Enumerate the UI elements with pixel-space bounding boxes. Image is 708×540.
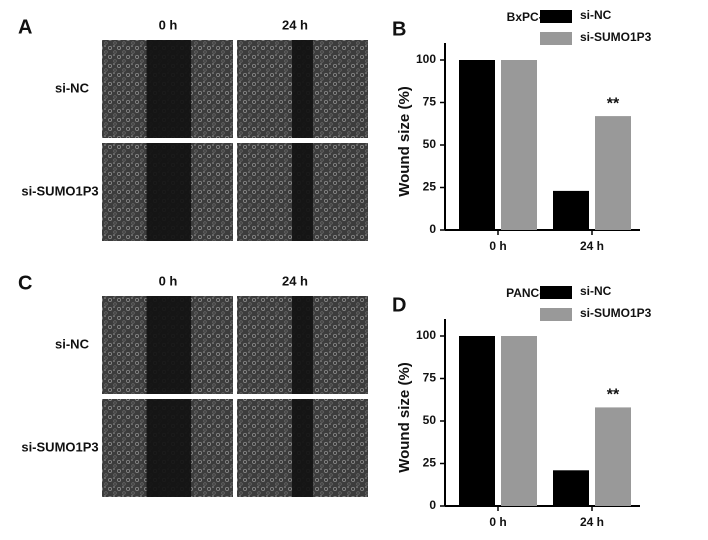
legend-swatch — [540, 10, 572, 23]
significance: ** — [607, 95, 620, 112]
wound-gap — [146, 40, 192, 138]
column-label: 0 h — [159, 17, 178, 32]
y-tick-label: 100 — [416, 52, 436, 66]
row-label: si-NC — [55, 336, 90, 351]
x-tick-label: 24 h — [580, 239, 604, 253]
x-tick-label: 0 h — [489, 239, 506, 253]
y-axis-label: Wound size (%) — [396, 362, 413, 473]
bar — [501, 336, 537, 506]
y-tick-label: 100 — [416, 328, 436, 342]
legend-swatch — [540, 286, 572, 299]
legend-label: si-NC — [580, 284, 612, 298]
row-label: si-SUMO1P3 — [21, 439, 98, 454]
bar — [553, 470, 589, 506]
column-label: 24 h — [282, 17, 308, 32]
y-tick-label: 75 — [423, 95, 437, 109]
bar — [595, 407, 631, 506]
bar — [501, 60, 537, 230]
y-tick-label: 50 — [423, 413, 437, 427]
y-tick-label: 50 — [423, 137, 437, 151]
chart-title: BxPC-3 — [507, 10, 550, 24]
chart-title: PANC-1 — [506, 286, 550, 300]
bar — [553, 190, 589, 230]
wound-gap — [292, 40, 313, 138]
bar — [459, 336, 495, 506]
wound-gap — [146, 399, 192, 497]
y-tick-label: 0 — [429, 222, 436, 236]
significance: ** — [607, 387, 620, 404]
y-tick-label: 25 — [423, 180, 437, 194]
x-tick-label: 24 h — [580, 515, 604, 529]
legend-swatch — [540, 308, 572, 321]
wound-gap — [292, 143, 313, 241]
row-label: si-NC — [55, 80, 90, 95]
bar — [459, 60, 495, 230]
wound-gap — [146, 143, 192, 241]
panel-label: D — [392, 294, 406, 316]
legend-label: si-SUMO1P3 — [580, 30, 652, 44]
y-tick-label: 0 — [429, 498, 436, 512]
wound-gap — [292, 296, 313, 394]
column-label: 0 h — [159, 273, 178, 288]
y-tick-label: 75 — [423, 371, 437, 385]
legend-swatch — [540, 32, 572, 45]
panel-label: C — [18, 272, 32, 294]
panel-label: B — [392, 18, 406, 40]
row-label: si-SUMO1P3 — [21, 183, 98, 198]
bar — [595, 116, 631, 230]
y-axis-label: Wound size (%) — [396, 86, 413, 197]
legend-label: si-SUMO1P3 — [580, 306, 652, 320]
legend-label: si-NC — [580, 8, 612, 22]
wound-gap — [292, 399, 313, 497]
column-label: 24 h — [282, 273, 308, 288]
y-tick-label: 25 — [423, 456, 437, 470]
x-tick-label: 0 h — [489, 515, 506, 529]
wound-gap — [146, 296, 192, 394]
panel-label: A — [18, 16, 32, 38]
